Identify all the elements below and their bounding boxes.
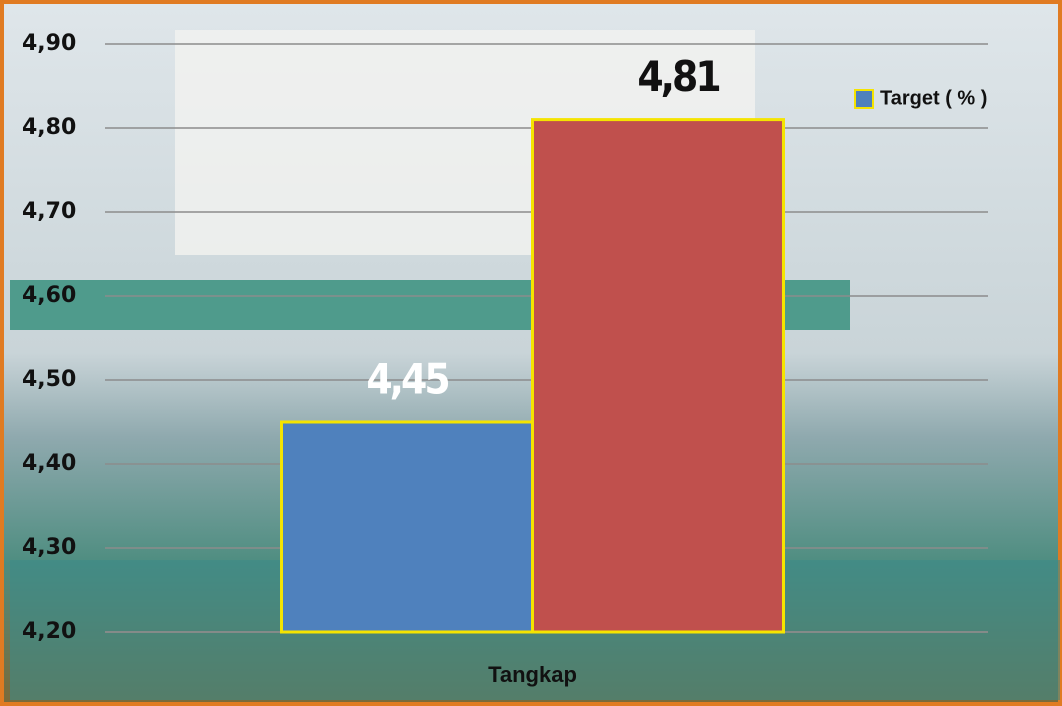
legend-label: Target ( % ): [880, 87, 987, 109]
x-tick-label: Tangkap: [488, 662, 577, 687]
value-label: 4,81: [637, 52, 719, 101]
bar: [533, 120, 784, 632]
bar: [282, 422, 533, 632]
y-tick-label: 4,90: [22, 31, 76, 56]
chart: 4,20 4,30 4,40 4,50 4,60 4,70 4,80 4,90 Tangkap 4…: [0, 0, 1062, 706]
legend-swatch: [855, 90, 873, 108]
y-tick-label: 4,60: [22, 283, 76, 308]
y-tick-label: 4,50: [22, 367, 76, 392]
y-tick-label: 4,80: [22, 115, 76, 140]
y-tick-label: 4,70: [22, 199, 76, 224]
y-tick-label: 4,30: [22, 535, 76, 560]
y-tick-label: 4,20: [22, 619, 76, 644]
value-label: 4,45: [366, 355, 448, 404]
y-tick-label: 4,40: [22, 451, 76, 476]
page: {"chart_data":{"type":"bar","categories"…: [0, 0, 1062, 706]
